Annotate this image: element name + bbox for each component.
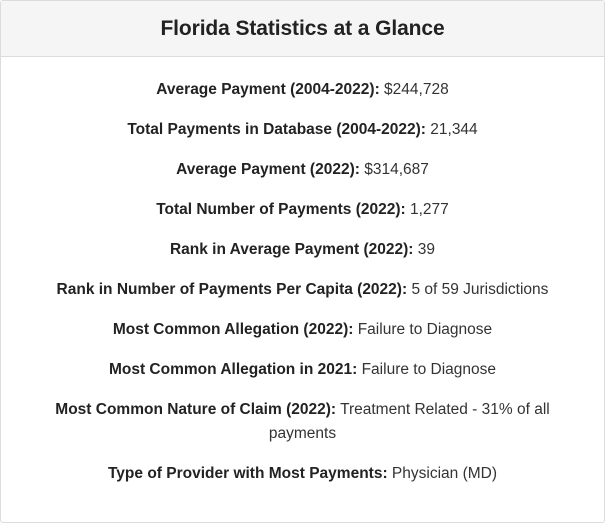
stat-value: 21,344 (430, 121, 478, 138)
stat-rank-average-payment-2022: Rank in Average Payment (2022): 39 (1, 238, 604, 262)
stat-label: Most Common Allegation in 2021: (108, 361, 358, 378)
stat-label: Rank in Number of Payments Per Capita (2… (56, 281, 408, 298)
stat-label: Rank in Average Payment (2022): (169, 241, 414, 258)
stat-provider-type-most-payments: Type of Provider with Most Payments: Phy… (1, 462, 604, 486)
stat-value: $314,687 (364, 161, 429, 178)
stat-value: Failure to Diagnose (357, 321, 493, 338)
stat-average-payment-2004-2022: Average Payment (2004-2022): $244,728 (1, 78, 604, 102)
stat-value: Failure to Diagnose (361, 361, 497, 378)
stat-label: Total Payments in Database (2004-2022): (127, 121, 426, 138)
stat-label: Total Number of Payments (2022): (156, 201, 406, 218)
stat-value: Physician (MD) (391, 465, 497, 482)
stat-label: Most Common Allegation (2022): (112, 321, 354, 338)
stat-total-number-payments-2022: Total Number of Payments (2022): 1,277 (1, 198, 604, 222)
statistics-list: Average Payment (2004-2022): $244,728 To… (1, 57, 604, 486)
card-header: Florida Statistics at a Glance (1, 1, 604, 57)
stat-most-common-allegation-2022: Most Common Allegation (2022): Failure t… (1, 318, 604, 342)
stat-most-common-allegation-2021: Most Common Allegation in 2021: Failure … (1, 358, 604, 382)
stat-value: 5 of 59 Jurisdictions (411, 281, 549, 298)
stat-total-payments-2004-2022: Total Payments in Database (2004-2022): … (1, 118, 604, 142)
stat-label: Most Common Nature of Claim (2022): (55, 401, 337, 418)
stat-label: Average Payment (2022): (176, 161, 360, 178)
stat-value: 1,277 (410, 201, 449, 218)
stat-most-common-nature-of-claim-2022: Most Common Nature of Claim (2022): Trea… (1, 398, 604, 446)
stat-label: Average Payment (2004-2022): (156, 81, 380, 98)
stat-rank-payments-per-capita-2022: Rank in Number of Payments Per Capita (2… (1, 278, 604, 302)
card-title: Florida Statistics at a Glance (160, 16, 445, 40)
stat-value: 39 (417, 241, 436, 258)
stat-average-payment-2022: Average Payment (2022): $314,687 (1, 158, 604, 182)
stat-value: Treatment Related - 31% of all payments (268, 401, 550, 442)
stat-label: Type of Provider with Most Payments: (107, 465, 388, 482)
stat-value: $244,728 (384, 81, 449, 98)
